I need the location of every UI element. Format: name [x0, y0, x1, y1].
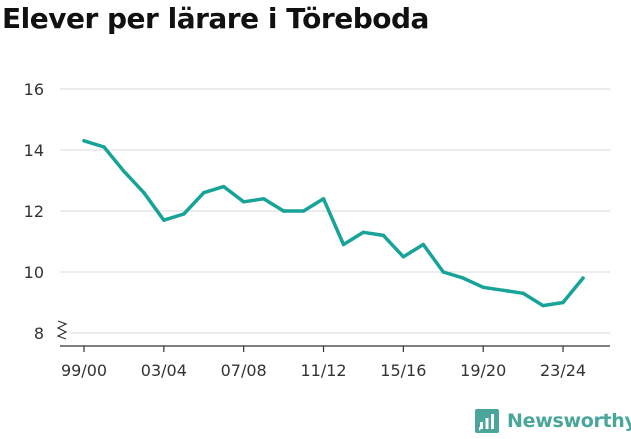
data-point — [142, 191, 146, 195]
data-point — [182, 212, 186, 216]
data-point — [401, 255, 406, 259]
y-tick-label: 10 — [24, 263, 44, 282]
gridlines — [60, 88, 610, 334]
data-point — [162, 218, 166, 222]
data-point — [102, 145, 106, 149]
data-point — [381, 233, 386, 238]
series-line-0 — [82, 139, 585, 308]
y-tick-label: 14 — [24, 141, 44, 160]
brand-logo: Newsworthy — [475, 409, 631, 433]
data-point — [301, 209, 306, 213]
data-point — [321, 197, 326, 201]
data-point — [361, 230, 366, 235]
data-point — [481, 285, 485, 289]
y-tick-label: 8 — [34, 324, 44, 343]
data-point — [561, 300, 565, 305]
data-point — [261, 197, 266, 201]
x-axis-tick-labels: 99/00 03/04 07/08 11/12 15/16 19/20 23/24 — [61, 346, 586, 380]
data-point — [281, 209, 286, 213]
y-tick-label: 16 — [24, 80, 44, 99]
x-tick-label: 03/04 — [141, 361, 187, 380]
chart-title: Elever per lärare i Töreboda — [2, 2, 429, 35]
data-point — [122, 169, 126, 174]
series-group — [82, 139, 585, 308]
data-point — [202, 191, 206, 195]
line-chart: 8 10 12 14 16 99/00 03/04 07/08 11/12 15/16 19/20… — [24, 80, 610, 380]
data-point — [222, 184, 226, 189]
x-tick-label: 07/08 — [221, 361, 267, 380]
x-tick-label: 19/20 — [460, 361, 506, 380]
y-axis-break-icon — [56, 320, 68, 340]
x-tick-label: 11/12 — [300, 361, 346, 380]
axis-break-zigzag — [56, 320, 68, 340]
x-tick-label: 23/24 — [540, 361, 586, 380]
x-tick-label: 99/00 — [61, 361, 107, 380]
data-point — [341, 242, 346, 247]
data-point — [421, 242, 426, 247]
data-point — [501, 288, 505, 292]
x-tick-label: 15/16 — [380, 361, 426, 380]
data-point — [82, 139, 86, 143]
data-point — [541, 303, 545, 308]
y-tick-label: 12 — [24, 202, 44, 221]
data-point — [441, 270, 445, 274]
data-point — [581, 276, 585, 280]
y-axis-tick-labels: 8 10 12 14 16 — [24, 80, 44, 343]
newsworthy-logo-icon — [475, 409, 499, 433]
data-point — [521, 291, 525, 296]
brand-name: Newsworthy — [507, 410, 631, 432]
data-point — [241, 200, 246, 204]
data-point — [461, 276, 465, 280]
